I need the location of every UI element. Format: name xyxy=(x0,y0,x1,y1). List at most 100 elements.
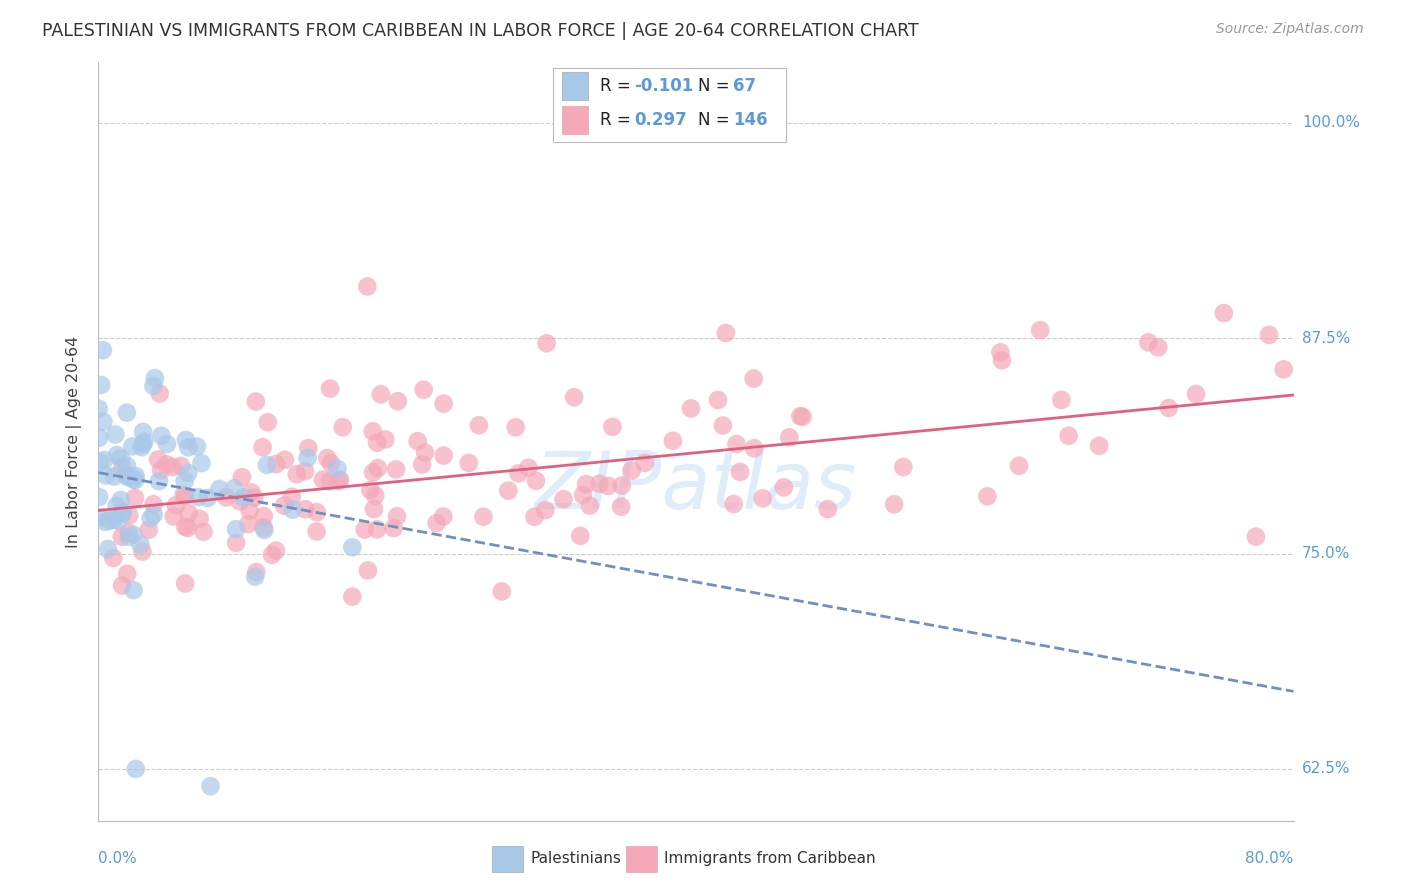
Point xyxy=(523,509,546,524)
Point xyxy=(1258,327,1281,342)
Point xyxy=(610,478,633,492)
Point xyxy=(200,779,222,793)
Point xyxy=(1029,323,1052,337)
Point xyxy=(111,530,134,544)
Point xyxy=(498,483,520,498)
Point xyxy=(319,456,342,470)
FancyBboxPatch shape xyxy=(553,68,786,142)
Text: Source: ZipAtlas.com: Source: ZipAtlas.com xyxy=(1216,22,1364,37)
Point xyxy=(89,455,111,469)
Point xyxy=(111,460,134,475)
Point xyxy=(457,456,479,470)
Point xyxy=(98,514,121,528)
Point xyxy=(122,472,145,486)
Point xyxy=(225,536,247,550)
FancyBboxPatch shape xyxy=(562,71,589,100)
Point xyxy=(256,415,278,429)
Point xyxy=(142,379,165,393)
Point xyxy=(143,371,166,385)
Point xyxy=(90,378,112,392)
Point xyxy=(115,469,138,483)
Point xyxy=(1244,530,1267,544)
Point xyxy=(103,513,125,527)
Point xyxy=(1137,335,1160,350)
Point xyxy=(610,500,633,514)
Point xyxy=(253,509,276,524)
Point xyxy=(433,449,456,463)
Point xyxy=(332,420,354,434)
Point xyxy=(725,437,748,451)
Text: 62.5%: 62.5% xyxy=(1302,762,1350,776)
Text: 0.297: 0.297 xyxy=(634,112,686,129)
Point xyxy=(93,453,115,467)
Point xyxy=(426,516,449,531)
Point xyxy=(225,522,247,536)
Point xyxy=(273,499,295,513)
Point xyxy=(105,499,128,513)
Point xyxy=(111,507,134,521)
Point xyxy=(662,434,685,448)
Point xyxy=(572,488,595,502)
Point xyxy=(361,425,384,439)
Point xyxy=(245,565,267,579)
Y-axis label: In Labor Force | Age 20-64: In Labor Force | Age 20-64 xyxy=(66,335,83,548)
Point xyxy=(97,542,120,557)
Text: R =: R = xyxy=(600,112,637,129)
Point xyxy=(264,543,287,558)
Point xyxy=(142,497,165,511)
Point xyxy=(110,492,132,507)
Point xyxy=(328,474,350,488)
Point xyxy=(256,458,278,472)
Point xyxy=(562,390,585,404)
Point xyxy=(111,579,134,593)
Point xyxy=(125,762,148,776)
Point xyxy=(329,473,352,487)
Text: 87.5%: 87.5% xyxy=(1302,331,1350,345)
Text: 146: 146 xyxy=(733,112,768,129)
Point xyxy=(111,505,134,519)
Point xyxy=(132,437,155,451)
Point xyxy=(94,468,117,483)
Point xyxy=(792,409,814,424)
Point xyxy=(517,460,540,475)
Point xyxy=(468,418,491,433)
Point xyxy=(177,521,200,535)
Point xyxy=(138,523,160,537)
Point xyxy=(990,345,1012,359)
Point xyxy=(305,505,328,519)
Point xyxy=(326,462,349,476)
Point xyxy=(387,394,409,409)
Point xyxy=(357,564,380,578)
Point xyxy=(1185,387,1208,401)
Point xyxy=(122,528,145,542)
Point xyxy=(224,481,246,495)
Point xyxy=(131,440,153,454)
Point xyxy=(188,512,211,526)
Text: Palestinians: Palestinians xyxy=(530,852,621,866)
Point xyxy=(150,463,173,477)
Point xyxy=(524,474,547,488)
Point xyxy=(163,509,186,524)
Point xyxy=(274,452,297,467)
Point xyxy=(162,459,184,474)
Point xyxy=(370,387,392,401)
Point xyxy=(240,485,263,500)
Point xyxy=(132,425,155,439)
Point xyxy=(366,522,388,536)
Text: 0.0%: 0.0% xyxy=(98,851,138,866)
Point xyxy=(553,492,575,507)
Point xyxy=(245,394,267,409)
Point xyxy=(634,456,657,470)
Point xyxy=(229,494,252,508)
Point xyxy=(103,469,125,483)
Point xyxy=(187,490,209,504)
Point xyxy=(239,503,262,517)
Point xyxy=(121,439,143,453)
Point xyxy=(89,431,111,445)
Text: 80.0%: 80.0% xyxy=(1246,851,1294,866)
Point xyxy=(93,415,115,429)
Point xyxy=(124,469,146,483)
Point xyxy=(146,452,169,467)
Text: N =: N = xyxy=(699,112,735,129)
Point xyxy=(124,491,146,505)
